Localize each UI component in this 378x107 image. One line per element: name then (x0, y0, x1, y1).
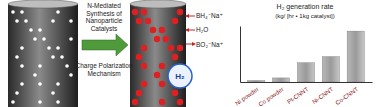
particle (42, 37, 46, 41)
x-tick: Pt-CNNT (286, 86, 310, 105)
tube-body (130, 4, 186, 107)
particle (20, 64, 24, 68)
y-axis (240, 27, 241, 83)
mechanism-label: Charge PolarizationMechanism (75, 62, 132, 77)
particle (69, 73, 73, 77)
gas-label: H₂ (175, 72, 185, 81)
x-axis-line (241, 82, 373, 83)
particle (159, 81, 165, 87)
tube-body (8, 4, 78, 107)
particle (15, 55, 19, 59)
particle (159, 27, 165, 33)
bar (297, 63, 314, 82)
particle (136, 90, 142, 96)
x-tick: Co powder (257, 86, 284, 107)
chart-subtitle: (kg/ [hr • 1kg catalyst]) (275, 13, 334, 19)
particle (177, 9, 183, 15)
bar (247, 80, 264, 82)
particle (141, 9, 147, 15)
particle (38, 100, 42, 104)
nanotube-before (8, 0, 78, 107)
x-tick-label: Pt-CNNT (286, 86, 310, 105)
particle (65, 64, 69, 68)
bar (322, 57, 339, 82)
particle (20, 46, 24, 50)
particle (15, 19, 19, 23)
arrow-label: N-MediatedSynthesis ofNanoparticleCataly… (86, 2, 123, 33)
particle (51, 91, 55, 95)
particle (69, 19, 73, 23)
x-tick-label: Co powder (257, 86, 284, 107)
particle (20, 10, 24, 14)
particle (56, 10, 60, 14)
particle (11, 100, 15, 104)
reactant-label: BH₄⁻Na⁺ (196, 12, 223, 19)
particle (38, 28, 42, 32)
particle (172, 54, 178, 60)
particle (56, 46, 60, 50)
particle (33, 37, 37, 41)
graphical-abstract: N-MediatedSynthesis ofNanoparticleCataly… (0, 0, 378, 107)
particle (163, 36, 169, 42)
particle (172, 18, 178, 24)
tube-top (8, 0, 78, 8)
particle (29, 28, 33, 32)
particle (154, 36, 160, 42)
x-tick: Co-CNNT (334, 86, 359, 106)
particle (56, 82, 60, 86)
particle (24, 19, 28, 23)
y-axis-line (240, 27, 241, 83)
x-tick: Ni powder (234, 86, 260, 106)
bar (347, 31, 364, 82)
particle (168, 45, 174, 51)
chart-title: H₂ generation rate (277, 3, 334, 11)
particle (11, 10, 15, 14)
arrow-label-line: N-Mediated (87, 2, 121, 9)
particle (15, 91, 19, 95)
particle (159, 99, 165, 105)
nanotube-after (130, 0, 186, 107)
particle (172, 90, 178, 96)
reactant-arrow (186, 16, 195, 17)
particle (150, 27, 156, 33)
particle (33, 73, 37, 77)
particle (141, 81, 147, 87)
x-tick-label: Co-CNNT (334, 86, 359, 106)
particle (38, 82, 42, 86)
mechanism-label-line: Mechanism (87, 70, 120, 77)
bar (272, 78, 289, 82)
arrow-label-line: Catalysts (91, 25, 118, 33)
particle (51, 55, 55, 59)
particle (145, 18, 151, 24)
bars (247, 31, 364, 82)
reactant-label: H₂O (196, 26, 208, 33)
particle (132, 99, 138, 105)
particle (141, 45, 147, 51)
particle (177, 45, 183, 51)
x-tick-label: Ni-CNNT (311, 86, 335, 105)
particle (136, 18, 142, 24)
x-tick-label: Ni powder (234, 86, 260, 106)
particle (51, 19, 55, 23)
reactant-arrow (186, 30, 195, 31)
particle (132, 9, 138, 15)
process-arrow (82, 34, 128, 56)
particle (141, 63, 147, 69)
x-tick: Ni-CNNT (311, 86, 335, 105)
particle (136, 54, 142, 60)
product-label: BO₂⁻Na⁺ (196, 41, 223, 48)
product-arrow (186, 44, 195, 45)
x-axis: Ni powderCo powderPt-CNNTNi-CNNTCo-CNNT (234, 83, 372, 107)
particle (56, 100, 60, 104)
particle (47, 46, 51, 50)
particle (60, 55, 64, 59)
particle (20, 82, 24, 86)
particle (177, 99, 183, 105)
particle (154, 72, 160, 78)
particle (69, 37, 73, 41)
particle (159, 63, 165, 69)
particle (38, 64, 42, 68)
gas-bubble (168, 64, 192, 88)
tube-top (130, 0, 186, 8)
